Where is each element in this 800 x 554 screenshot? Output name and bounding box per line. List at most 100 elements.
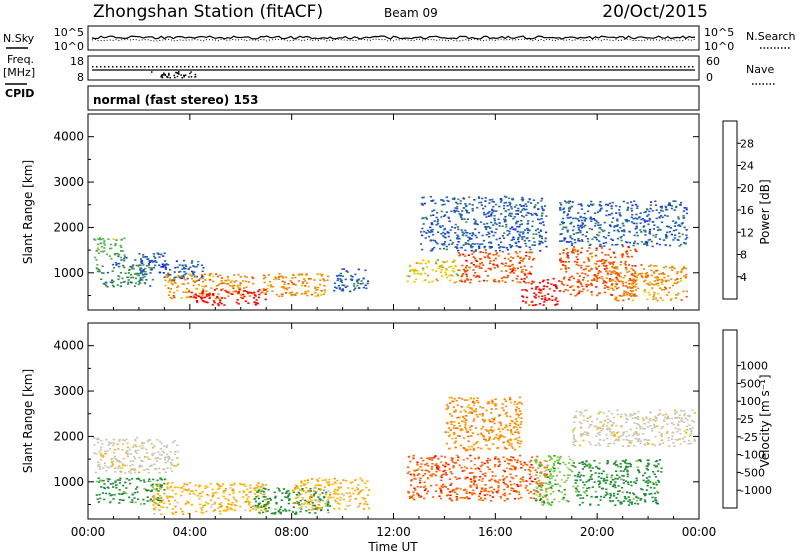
power-cell [584,224,587,227]
nave-dot [160,74,163,77]
power-cell [478,247,481,249]
velocity-cell [555,474,559,477]
power-cell [489,267,492,270]
velocity-cell [635,460,638,462]
power-cell [473,223,476,225]
power-cell [664,279,667,282]
power-cell [100,238,103,241]
velocity-cell [490,478,493,481]
velocity-cell [136,436,139,439]
velocity-cell [116,443,119,445]
power-cell [588,247,591,249]
power-cell [562,207,566,210]
power-cell [598,240,601,242]
power-cell [474,272,477,274]
power-cell [618,212,621,214]
velocity-cell [496,447,499,449]
power-cell [559,261,562,264]
power-cell [161,263,164,265]
velocity-cell [491,401,494,403]
velocity-cell [107,487,110,489]
velocity-cell [549,457,553,459]
power-cell [572,248,575,250]
power-cell [361,282,364,285]
power-cell [140,260,144,262]
velocity-cell [600,472,603,475]
velocity-cell [158,453,161,456]
velocity-cell [635,427,638,430]
power-cell [438,265,442,268]
velocity-cell [655,499,658,502]
power-cell [164,268,167,270]
power-cell [487,256,490,259]
velocity-cell [238,491,241,493]
power-cell [649,228,652,231]
velocity-cell [311,495,314,498]
velocity-cell [449,413,452,415]
nave-dot [183,75,186,77]
power-cell [425,232,428,234]
power-cell [112,238,115,240]
velocity-cell [153,512,156,515]
power-cell [595,268,598,270]
velocity-cell [505,411,508,414]
velocity-cell [252,498,256,500]
velocity-cell [300,482,303,484]
velocity-cell [658,409,662,411]
power-cell [565,201,568,204]
velocity-cell [480,487,484,489]
power-cell [130,276,133,279]
velocity-cell [303,484,306,487]
power-cell [518,233,521,235]
velocity-cell [336,479,339,482]
velocity-cell [568,462,571,464]
velocity-cell [417,494,420,497]
power-cell [205,290,208,292]
power-cell [634,265,637,267]
power-cell [234,290,237,292]
velocity-cell [657,470,660,472]
power-cell [497,218,500,221]
velocity-cell [446,407,449,409]
power-cell [637,274,640,276]
power-cell [566,217,569,219]
velocity-cell [408,456,411,458]
power-cell [516,255,519,258]
velocity-cell [197,495,200,497]
velocity-cell [438,487,442,490]
velocity-cell [442,470,445,473]
power-cell [623,294,626,297]
velocity-cell [101,454,104,457]
velocity-cell [510,487,513,489]
power-patch [559,200,689,248]
power-cell [612,279,615,281]
power-cell [453,260,456,263]
power-cell [626,241,629,244]
power-cell [612,289,615,291]
power-cell [232,284,235,287]
velocity-cell [525,485,528,487]
velocity-cell [112,486,115,488]
power-cell [181,268,184,270]
power-cell [600,228,603,231]
velocity-cell [111,482,115,485]
velocity-cell [275,502,278,505]
power-cell [655,265,658,267]
power-cell [568,276,572,279]
velocity-cell [434,464,437,466]
velocity-cell [508,463,511,465]
velocity-cell [488,468,491,471]
power-cell [301,281,304,283]
power-cell [659,206,662,208]
velocity-cell [305,510,308,512]
velocity-cell [143,469,146,471]
power-cell [554,303,557,306]
power-cell [620,253,623,256]
velocity-cell [484,497,487,500]
velocity-cell [539,499,542,501]
velocity-cell [292,502,295,504]
velocity-cell [148,478,151,480]
power-cell [578,291,581,293]
power-cell [195,299,199,302]
velocity-cell [515,410,518,413]
